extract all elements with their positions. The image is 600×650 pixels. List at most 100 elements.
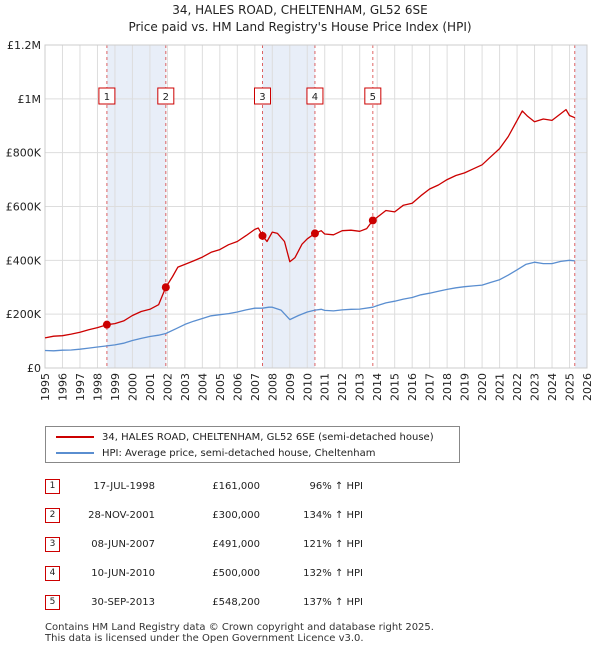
x-tick-label: 2017 bbox=[424, 373, 437, 401]
sale-label-text: 3 bbox=[259, 92, 265, 103]
legend: 34, HALES ROAD, CHELTENHAM, GL52 6SE (se… bbox=[45, 426, 460, 463]
sale-point bbox=[310, 229, 319, 238]
x-tick-label: 2026 bbox=[581, 373, 594, 401]
sale-number-badge: 2 bbox=[45, 508, 60, 523]
sale-label-rect bbox=[98, 87, 116, 105]
x-tick-label: 2006 bbox=[231, 373, 244, 401]
sale-hpi-change: 96% ↑ HPI bbox=[309, 481, 363, 492]
footer-copyright: Contains HM Land Registry data © Crown c… bbox=[45, 622, 434, 633]
sale-label-box: 5 bbox=[364, 87, 382, 105]
series-line-hpi bbox=[44, 259, 575, 352]
table-row: 3 08-JUN-2007 £491,000 121% ↑ HPI bbox=[45, 530, 363, 559]
x-tick-label: 2023 bbox=[529, 373, 542, 401]
sale-price: £300,000 bbox=[212, 510, 260, 521]
y-tick-label: £600K bbox=[6, 201, 42, 214]
sale-price: £500,000 bbox=[212, 568, 260, 579]
chart-subtitle: Price paid vs. HM Land Registry's House … bbox=[128, 20, 472, 34]
sale-hpi-change: 132% ↑ HPI bbox=[303, 568, 363, 579]
sale-label-text: 4 bbox=[312, 92, 318, 103]
x-tick-label: 2003 bbox=[179, 373, 192, 401]
sale-label-box: 2 bbox=[157, 87, 175, 105]
y-tick-label: £1.2M bbox=[7, 39, 41, 52]
x-tick-label: 2000 bbox=[126, 373, 139, 401]
table-row: 5 30-SEP-2013 £548,200 137% ↑ HPI bbox=[45, 588, 363, 617]
x-tick-label: 2008 bbox=[266, 373, 279, 401]
sale-number-badge: 4 bbox=[45, 566, 60, 581]
x-tick-label: 2009 bbox=[284, 373, 297, 401]
y-tick-label: £800K bbox=[6, 147, 42, 160]
legend-label-hpi: HPI: Average price, semi-detached house,… bbox=[102, 447, 376, 459]
series-line-property bbox=[44, 108, 576, 339]
x-tick-label: 2002 bbox=[161, 373, 174, 401]
x-tick-label: 2015 bbox=[389, 373, 402, 401]
x-tick-label: 1997 bbox=[74, 373, 87, 401]
x-tick-label: 2014 bbox=[371, 373, 384, 401]
sale-price: £548,200 bbox=[212, 597, 260, 608]
x-tick-label: 2022 bbox=[511, 373, 524, 401]
price-chart: 1 2 3 4 5 £0 £200K £400K £600K £800K £1M £1.2M 1995 1… bbox=[6, 39, 594, 401]
sales-table: 1 17-JUL-1998 £161,000 96% ↑ HPI 2 28-NOV-200… bbox=[45, 472, 363, 617]
x-tick-label: 2001 bbox=[144, 373, 157, 401]
sale-label-rect bbox=[364, 87, 382, 105]
sale-date: 28-NOV-2001 bbox=[88, 510, 155, 521]
sale-point bbox=[368, 216, 377, 225]
x-tick-label: 2007 bbox=[249, 373, 262, 401]
sale-number-badge: 1 bbox=[45, 479, 60, 494]
x-tick-label: 2025 bbox=[564, 373, 577, 401]
y-tick-label: £1M bbox=[18, 93, 42, 106]
sale-label-rect bbox=[253, 87, 271, 105]
sale-date: 08-JUN-2007 bbox=[91, 539, 155, 550]
sale-date: 30-SEP-2013 bbox=[91, 597, 155, 608]
x-tick-label: 2016 bbox=[406, 373, 419, 401]
y-tick-label: £400K bbox=[6, 254, 42, 267]
sale-label-box: 4 bbox=[306, 87, 324, 105]
x-tick-label: 2010 bbox=[301, 373, 314, 401]
sale-point bbox=[161, 283, 170, 292]
sale-number-badge: 5 bbox=[45, 595, 60, 610]
table-row: 2 28-NOV-2001 £300,000 134% ↑ HPI bbox=[45, 501, 363, 530]
sale-label-rect bbox=[306, 87, 324, 105]
sale-point bbox=[102, 320, 111, 329]
legend-item-property: 34, HALES ROAD, CHELTENHAM, GL52 6SE (se… bbox=[56, 430, 434, 444]
sale-hpi-change: 137% ↑ HPI bbox=[303, 597, 363, 608]
chart-title: 34, HALES ROAD, CHELTENHAM, GL52 6SE bbox=[172, 3, 428, 17]
legend-swatch-blue bbox=[56, 452, 94, 454]
x-tick-label: 1995 bbox=[39, 373, 52, 401]
x-tick-label: 2020 bbox=[476, 373, 489, 401]
x-tick-label: 2018 bbox=[441, 373, 454, 401]
x-tick-label: 2005 bbox=[214, 373, 227, 401]
sale-label-text: 2 bbox=[163, 92, 169, 103]
x-tick-label: 1999 bbox=[109, 373, 122, 401]
sale-label-box: 3 bbox=[253, 87, 271, 105]
x-tick-label: 2004 bbox=[196, 373, 209, 401]
sale-date: 17-JUL-1998 bbox=[93, 481, 155, 492]
table-row: 4 10-JUN-2010 £500,000 132% ↑ HPI bbox=[45, 559, 363, 588]
sale-point bbox=[258, 231, 267, 240]
legend-label-property: 34, HALES ROAD, CHELTENHAM, GL52 6SE (se… bbox=[102, 431, 434, 443]
footer-licence: This data is licensed under the Open Gov… bbox=[45, 633, 364, 644]
x-tick-label: 2019 bbox=[459, 373, 472, 401]
sale-date: 10-JUN-2010 bbox=[91, 568, 155, 579]
y-tick-label: £0 bbox=[27, 362, 41, 375]
table-row: 1 17-JUL-1998 £161,000 96% ↑ HPI bbox=[45, 472, 363, 501]
sale-hpi-change: 121% ↑ HPI bbox=[303, 539, 363, 550]
x-tick-label: 2013 bbox=[354, 373, 367, 401]
sale-number-badge: 3 bbox=[45, 537, 60, 552]
plot-border bbox=[44, 44, 588, 369]
x-tick-label: 1998 bbox=[91, 373, 104, 401]
sale-label-rect bbox=[157, 87, 175, 105]
x-tick-label: 2024 bbox=[546, 373, 559, 401]
legend-item-hpi: HPI: Average price, semi-detached house,… bbox=[56, 446, 375, 460]
legend-swatch-red bbox=[56, 436, 94, 438]
x-tick-label: 2021 bbox=[494, 373, 507, 401]
sale-price: £161,000 bbox=[212, 481, 260, 492]
footer: Contains HM Land Registry data © Crown c… bbox=[45, 622, 434, 644]
sale-label-text: 1 bbox=[104, 92, 110, 103]
sale-hpi-change: 134% ↑ HPI bbox=[303, 510, 363, 521]
x-tick-label: 2011 bbox=[319, 373, 332, 401]
sale-label-text: 5 bbox=[370, 92, 376, 103]
sale-label-box: 1 bbox=[98, 87, 116, 105]
sale-price: £491,000 bbox=[212, 539, 260, 550]
y-tick-label: £200K bbox=[6, 308, 42, 321]
x-tick-label: 2012 bbox=[336, 373, 349, 401]
